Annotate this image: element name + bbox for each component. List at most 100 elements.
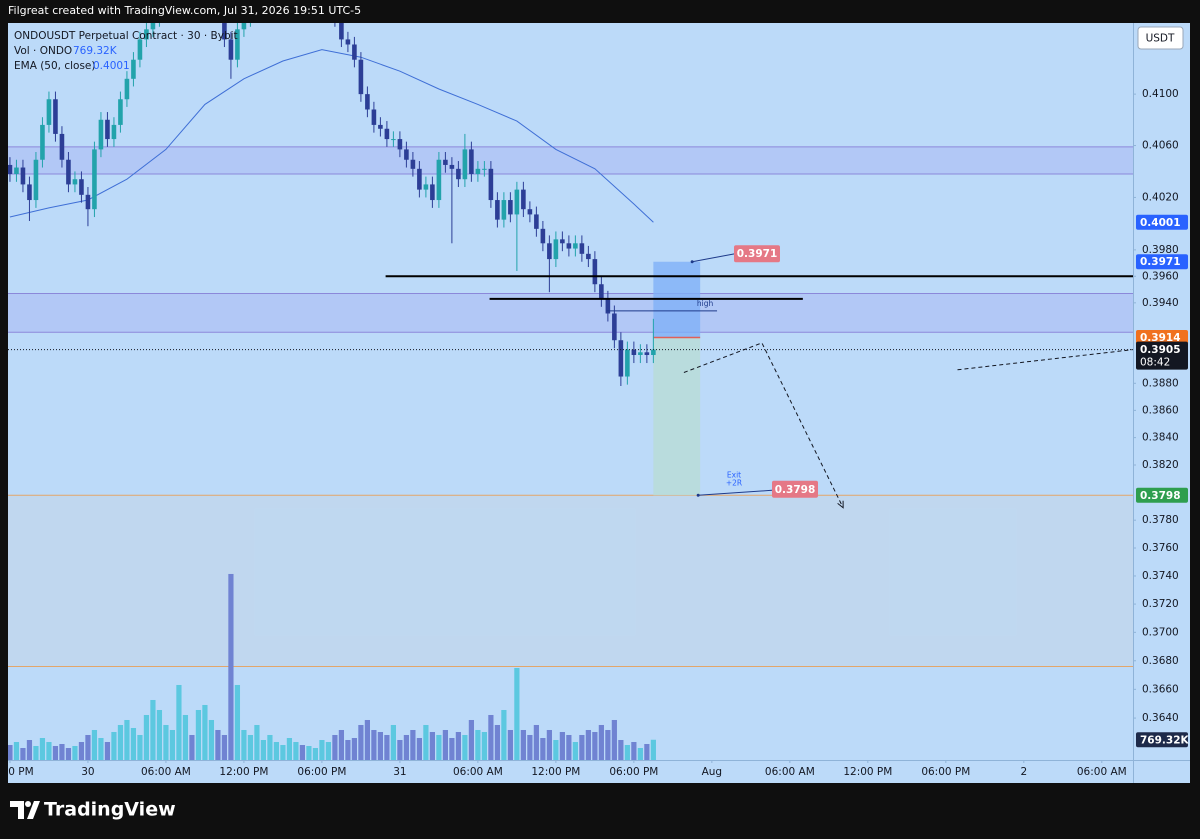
volume-bar: [163, 724, 169, 760]
entry-price-badge-bg: [1136, 330, 1188, 346]
candle-body: [339, 23, 344, 40]
currency-box[interactable]: [1137, 26, 1184, 50]
candle-body: [144, 29, 149, 40]
candle-body: [475, 168, 481, 175]
volume-bar: [39, 737, 46, 760]
volume-bar: [540, 737, 546, 760]
volume-bar: [273, 741, 280, 760]
volume-bar: [85, 734, 91, 760]
candle-body: [514, 189, 520, 215]
y-tick-label: 0.3700: [1142, 626, 1179, 638]
candle-body: [644, 352, 650, 355]
volume-bar: [117, 724, 124, 760]
volume-bar: [429, 731, 435, 760]
candle-body: [651, 349, 656, 355]
x-tick-label: 12:00 PM: [843, 766, 892, 778]
x-tick-label: 06:00 PM: [609, 766, 658, 778]
header-text: Filgreat created with TradingView.com, J…: [8, 4, 361, 17]
target-price-badge: 0.3798: [1140, 490, 1181, 502]
candle-body: [105, 119, 110, 140]
logo-mark: [10, 801, 24, 819]
candle-body: [384, 128, 390, 140]
y-tick-label: 0.3980: [1142, 244, 1179, 256]
target-note: +2R: [726, 478, 742, 487]
candle-body: [59, 133, 65, 160]
volume-bar: [176, 684, 182, 760]
stop-price-badge: 0.3971: [1140, 256, 1181, 268]
volume-bar: [605, 729, 611, 760]
volume-bar: [13, 741, 20, 760]
volume-bar: [280, 744, 286, 760]
candle-body: [40, 124, 45, 160]
y-tick-label: 0.3940: [1142, 297, 1179, 309]
ema-price-badge: 0.4001: [1140, 217, 1181, 229]
volume-bar: [130, 727, 137, 760]
volume-bar: [293, 741, 299, 760]
candle-body: [566, 243, 572, 249]
volume-bar: [481, 731, 487, 760]
dashed-projection: [683, 342, 844, 508]
volume-bar: [91, 729, 98, 760]
volume-bar: [449, 737, 455, 760]
volume-bar: [397, 739, 403, 760]
candle-body: [521, 189, 526, 210]
volume-bar: [507, 729, 513, 760]
candle-body: [592, 259, 598, 285]
volume-bar: [234, 684, 241, 760]
plot-area: high: [8, 23, 1133, 760]
volume-bar: [442, 729, 448, 760]
volume-badge: 769.32K: [1140, 734, 1190, 746]
dashed-projection: [957, 349, 1133, 371]
target-box: [653, 337, 701, 496]
volume-bar: [208, 719, 215, 760]
volume-bar: [403, 734, 409, 760]
volume-bar: [228, 573, 234, 760]
volume-bar: [488, 714, 494, 760]
candle-body: [150, 23, 156, 30]
candle-body: [449, 164, 455, 169]
y-tick-label: 0.4060: [1142, 140, 1179, 152]
candle-body: [358, 59, 364, 95]
candle-body: [8, 164, 13, 175]
volume-bar: [572, 741, 578, 760]
y-tick-label: 0.3880: [1142, 377, 1179, 389]
currency-label[interactable]: USDT: [1146, 33, 1175, 45]
volume-bar: [579, 734, 585, 760]
candle-body: [618, 340, 624, 377]
candle-body: [14, 167, 19, 175]
y-tick-label: 0.3640: [1142, 712, 1179, 724]
volume-bar: [26, 739, 33, 760]
candle-body: [378, 124, 383, 129]
volume-bar: [598, 724, 604, 760]
candle-body: [46, 99, 52, 125]
candle-body: [625, 349, 630, 377]
candle-body: [456, 168, 461, 180]
brand: TradingView: [10, 799, 176, 821]
volume-bar: [247, 734, 254, 760]
x-tick-label: 06:00 PM: [921, 766, 970, 778]
candle-body: [443, 159, 448, 165]
x-tick-label: 2: [1020, 766, 1027, 778]
volume-legend: Vol · ONDO: [14, 45, 72, 57]
candle-body: [436, 159, 442, 201]
volume-bar: [46, 741, 52, 760]
candle-body: [66, 159, 71, 185]
volume-bar: [377, 731, 384, 760]
volume-bar: [436, 734, 442, 760]
volume-bar: [585, 729, 591, 760]
candle-body: [131, 59, 136, 79]
chart-background: [8, 23, 1190, 783]
volume-bar: [33, 745, 39, 760]
candle-body: [423, 184, 429, 190]
candle-body: [228, 39, 234, 60]
volume-bar: [20, 747, 26, 760]
y-tick-label: 0.3820: [1142, 459, 1179, 471]
stop-handle: [690, 260, 694, 264]
candle-body: [98, 119, 104, 150]
volume-bar: [501, 709, 507, 760]
volume-bar: [215, 729, 221, 760]
candle-body: [417, 168, 422, 190]
currency-button[interactable]: USDT: [1137, 26, 1184, 50]
y-tick-label: 0.3720: [1142, 598, 1179, 610]
